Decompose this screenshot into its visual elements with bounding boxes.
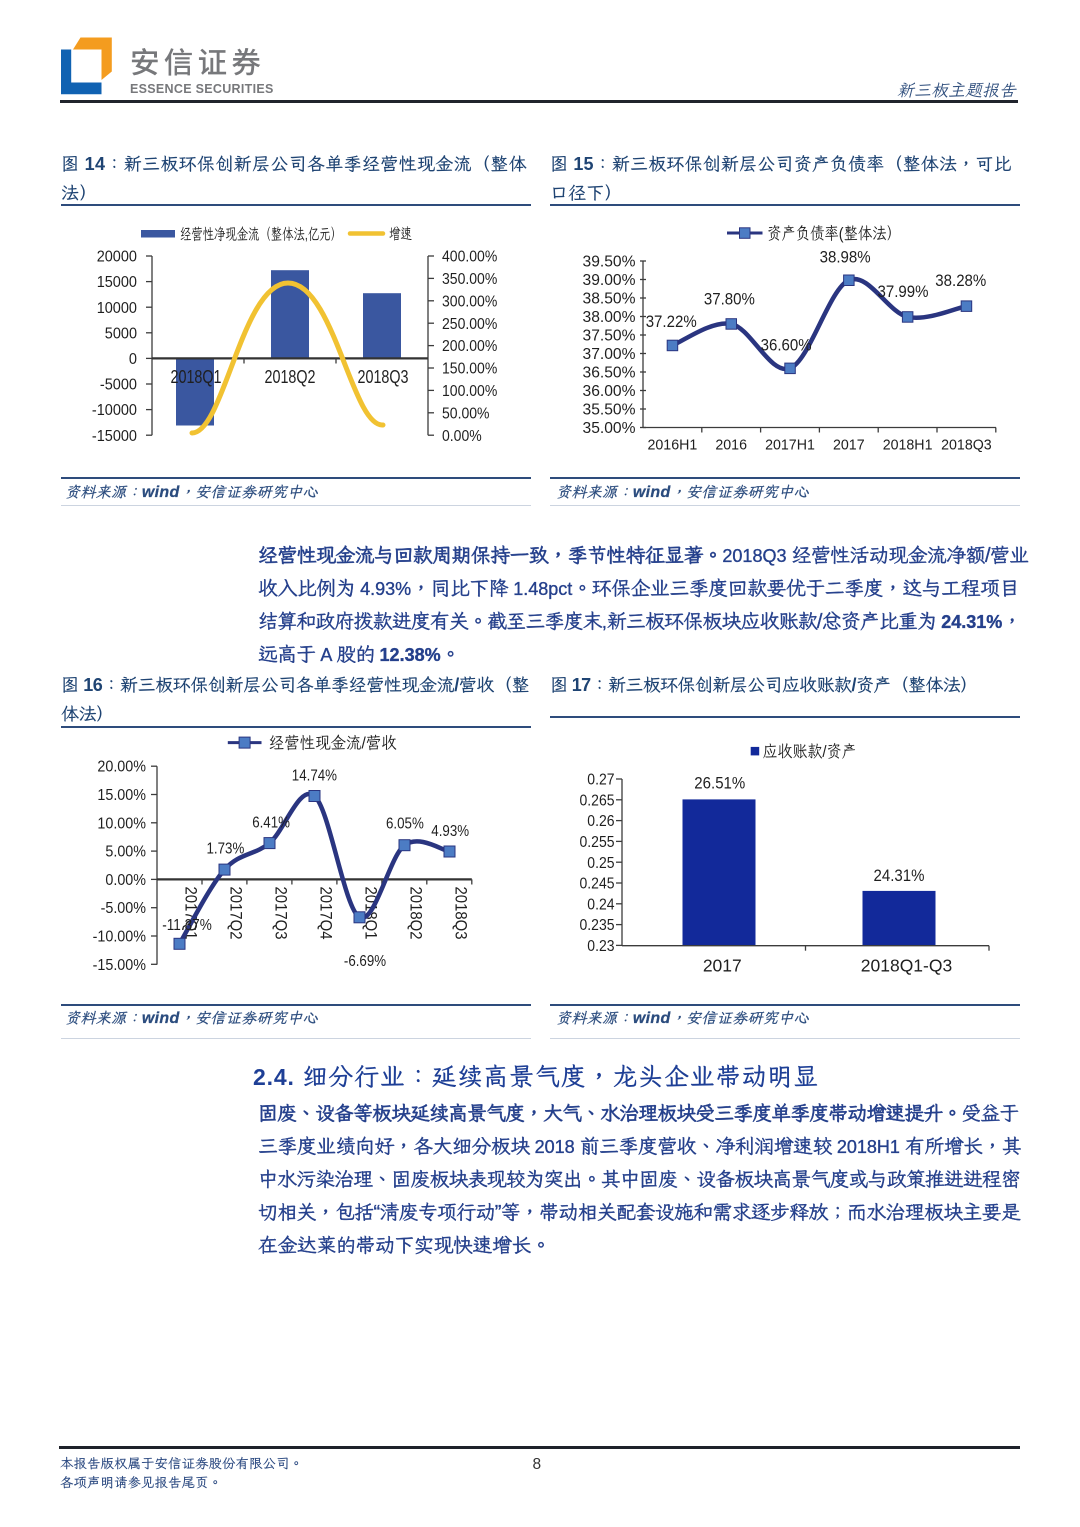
svg-text:经营性现金流/营收: 经营性现金流/营收	[269, 733, 397, 752]
svg-text:0.265: 0.265	[580, 792, 615, 809]
svg-text:5.00%: 5.00%	[105, 844, 146, 861]
svg-text:24.31%: 24.31%	[874, 866, 925, 885]
svg-text:2017Q2: 2017Q2	[227, 887, 245, 940]
svg-text:0.235: 0.235	[580, 917, 615, 934]
svg-text:2018Q3: 2018Q3	[452, 887, 470, 940]
svg-text:2018Q1-Q3: 2018Q1-Q3	[861, 956, 952, 976]
svg-text:35.50%: 35.50%	[583, 402, 636, 419]
svg-text:100.00%: 100.00%	[442, 383, 497, 400]
svg-text:26.51%: 26.51%	[694, 774, 745, 793]
svg-text:36.50%: 36.50%	[583, 365, 636, 382]
svg-text:6.05%: 6.05%	[386, 816, 424, 833]
svg-text:2018Q1: 2018Q1	[171, 367, 222, 387]
svg-text:2018Q3: 2018Q3	[941, 438, 992, 454]
svg-text:37.80%: 37.80%	[704, 290, 755, 308]
svg-text:2017Q3: 2017Q3	[272, 887, 290, 940]
svg-text:5000: 5000	[105, 325, 137, 342]
svg-text:0.23: 0.23	[587, 938, 614, 955]
svg-text:2017Q4: 2017Q4	[317, 887, 335, 940]
svg-text:-5000: -5000	[100, 377, 137, 394]
svg-text:2017H1: 2017H1	[765, 438, 815, 454]
svg-text:10000: 10000	[97, 300, 137, 317]
svg-text:37.99%: 37.99%	[878, 283, 929, 301]
svg-text:0.00%: 0.00%	[442, 428, 482, 445]
svg-text:38.00%: 38.00%	[583, 309, 636, 326]
svg-text:2017: 2017	[833, 438, 865, 454]
svg-text:14.74%: 14.74%	[292, 768, 337, 785]
svg-text:20.00%: 20.00%	[97, 759, 146, 776]
svg-text:15000: 15000	[97, 274, 137, 291]
svg-text:0.27: 0.27	[587, 772, 614, 789]
svg-text:0: 0	[129, 351, 137, 368]
svg-text:-15.00%: -15.00%	[93, 957, 147, 974]
svg-text:20000: 20000	[97, 249, 137, 266]
svg-text:0.255: 0.255	[580, 834, 615, 851]
svg-text:39.00%: 39.00%	[583, 272, 636, 289]
svg-text:37.00%: 37.00%	[583, 346, 636, 363]
svg-text:2017: 2017	[703, 956, 742, 976]
svg-text:增速: 增速	[389, 226, 412, 243]
svg-text:2018H1: 2018H1	[883, 438, 933, 454]
svg-text:37.22%: 37.22%	[646, 313, 697, 331]
svg-text:36.60%: 36.60%	[761, 337, 812, 355]
svg-text:资产负债率(整体法）: 资产负债率(整体法）	[767, 224, 901, 243]
svg-text:6.41%: 6.41%	[252, 814, 290, 831]
svg-text:0.25: 0.25	[587, 855, 614, 872]
svg-text:39.50%: 39.50%	[583, 254, 636, 271]
svg-text:-5.00%: -5.00%	[101, 900, 147, 917]
svg-text:300.00%: 300.00%	[442, 293, 497, 310]
svg-text:50.00%: 50.00%	[442, 405, 490, 422]
svg-text:37.50%: 37.50%	[583, 328, 636, 345]
svg-text:2018Q2: 2018Q2	[265, 367, 316, 387]
svg-text:36.00%: 36.00%	[583, 383, 636, 400]
svg-text:0.245: 0.245	[580, 876, 615, 893]
svg-text:150.00%: 150.00%	[442, 361, 497, 378]
svg-text:2016: 2016	[715, 438, 747, 454]
svg-text:2018Q3: 2018Q3	[358, 367, 409, 387]
svg-text:38.28%: 38.28%	[935, 272, 986, 290]
svg-text:38.98%: 38.98%	[820, 248, 871, 266]
svg-text:0.00%: 0.00%	[105, 872, 146, 889]
svg-text:0.26: 0.26	[587, 813, 614, 830]
svg-text:400.00%: 400.00%	[442, 249, 497, 266]
svg-text:应收账款/资产: 应收账款/资产	[763, 742, 857, 761]
svg-text:15.00%: 15.00%	[97, 787, 146, 804]
svg-text:250.00%: 250.00%	[442, 316, 497, 333]
svg-text:-11.37%: -11.37%	[162, 917, 212, 934]
svg-text:0.24: 0.24	[587, 896, 614, 913]
svg-text:35.00%: 35.00%	[583, 420, 636, 437]
svg-text:350.00%: 350.00%	[442, 271, 497, 288]
svg-text:-10000: -10000	[92, 402, 137, 419]
svg-text:2016H1: 2016H1	[648, 438, 698, 454]
svg-text:2017Q1: 2017Q1	[182, 887, 200, 940]
svg-text:4.93%: 4.93%	[431, 823, 469, 840]
svg-text:10.00%: 10.00%	[97, 815, 146, 832]
svg-text:经营性净现金流（整体法,亿元）: 经营性净现金流（整体法,亿元）	[180, 225, 342, 243]
svg-text:-15000: -15000	[92, 428, 137, 445]
svg-text:2018Q2: 2018Q2	[407, 887, 425, 940]
svg-text:-10.00%: -10.00%	[93, 929, 147, 946]
svg-text:1.73%: 1.73%	[207, 841, 245, 858]
svg-text:38.50%: 38.50%	[583, 291, 636, 308]
svg-text:-6.69%: -6.69%	[344, 953, 386, 970]
svg-text:200.00%: 200.00%	[442, 338, 497, 355]
